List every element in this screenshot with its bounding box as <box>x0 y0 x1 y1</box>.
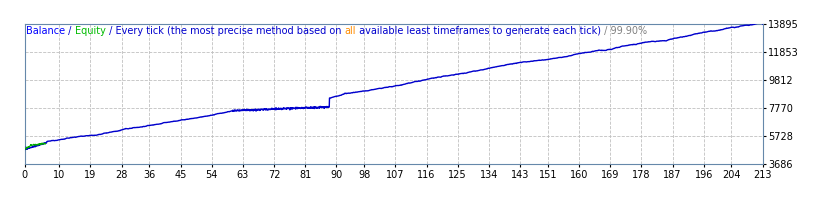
Text: Equity: Equity <box>75 26 106 36</box>
Text: available least timeframes to generate each tick): available least timeframes to generate e… <box>355 26 600 36</box>
Text: Balance: Balance <box>26 26 66 36</box>
Text: /: / <box>66 26 75 36</box>
Text: / Every tick (the most precise method based on: / Every tick (the most precise method ba… <box>106 26 344 36</box>
Text: all: all <box>344 26 355 36</box>
Text: / 99.90%: / 99.90% <box>600 26 646 36</box>
